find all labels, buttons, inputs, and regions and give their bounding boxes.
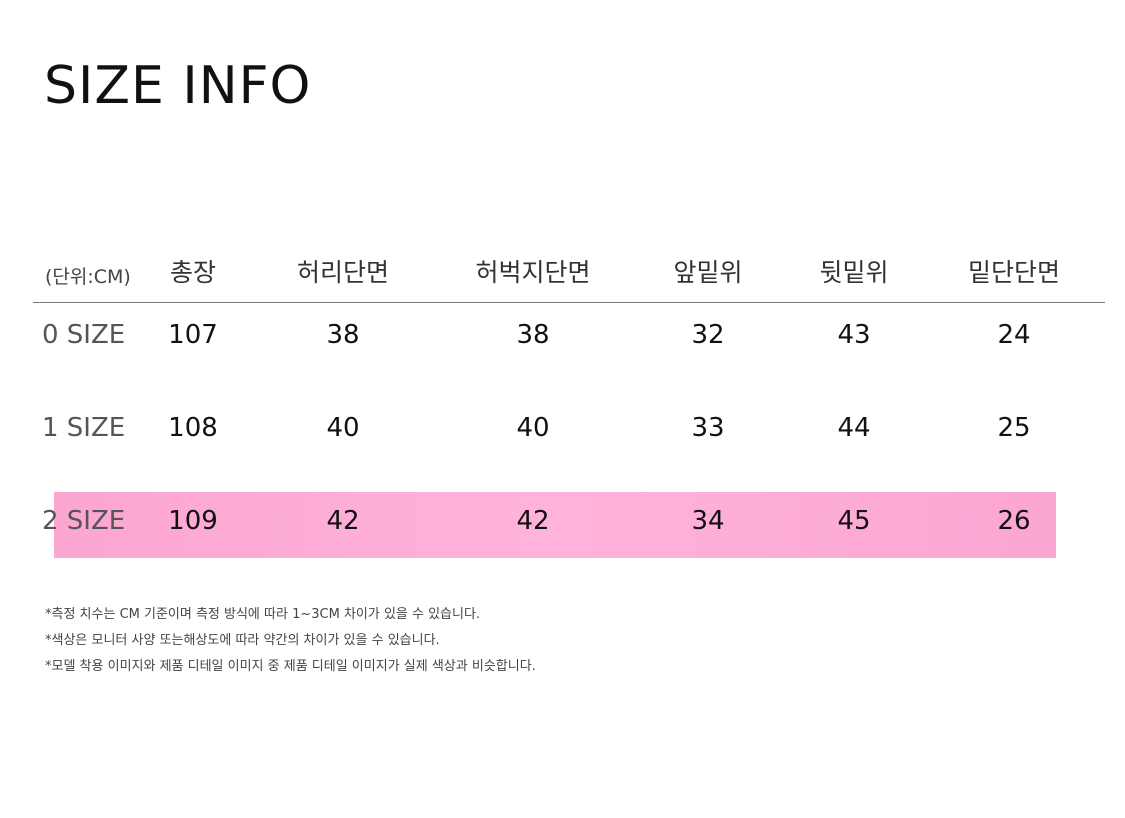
- column-header: 허리단면: [296, 258, 390, 287]
- note: *측정 치수는 CM 기준이며 측정 방식에 따라 1~3CM 차이가 있을 수…: [45, 607, 481, 622]
- cell: 44: [837, 413, 871, 443]
- column-header: 뒷밑위: [819, 258, 889, 287]
- cell: 38: [516, 320, 550, 350]
- row-highlight: [54, 492, 1056, 558]
- cell: 34: [691, 506, 725, 536]
- title: SIZE INFO: [44, 56, 312, 116]
- cell: 42: [516, 506, 550, 536]
- cell: 26: [997, 506, 1031, 536]
- row-label: 2 SIZE: [42, 506, 126, 536]
- row-label: 1 SIZE: [42, 413, 126, 443]
- cell: 40: [516, 413, 550, 443]
- cell: 42: [326, 506, 360, 536]
- header-rule: [33, 302, 1105, 303]
- unit-label: (단위:CM): [45, 266, 131, 288]
- cell: 108: [168, 413, 218, 443]
- note: *색상은 모니터 사양 또는해상도에 따라 약간의 차이가 있을 수 있습니다.: [45, 633, 440, 648]
- cell: 40: [326, 413, 360, 443]
- cell: 24: [997, 320, 1031, 350]
- column-header: 밑단단면: [967, 258, 1061, 287]
- cell: 109: [168, 506, 218, 536]
- column-header: 앞밑위: [673, 258, 743, 287]
- row-label: 0 SIZE: [42, 320, 126, 350]
- cell: 43: [837, 320, 871, 350]
- cell: 32: [691, 320, 725, 350]
- cell: 25: [997, 413, 1031, 443]
- note: *모델 착용 이미지와 제품 디테일 이미지 중 제품 디테일 이미지가 실제 …: [45, 659, 536, 674]
- cell: 45: [837, 506, 871, 536]
- column-header: 허벅지단면: [475, 258, 591, 287]
- cell: 38: [326, 320, 360, 350]
- cell: 33: [691, 413, 725, 443]
- column-header: 총장: [169, 258, 217, 287]
- cell: 107: [168, 320, 218, 350]
